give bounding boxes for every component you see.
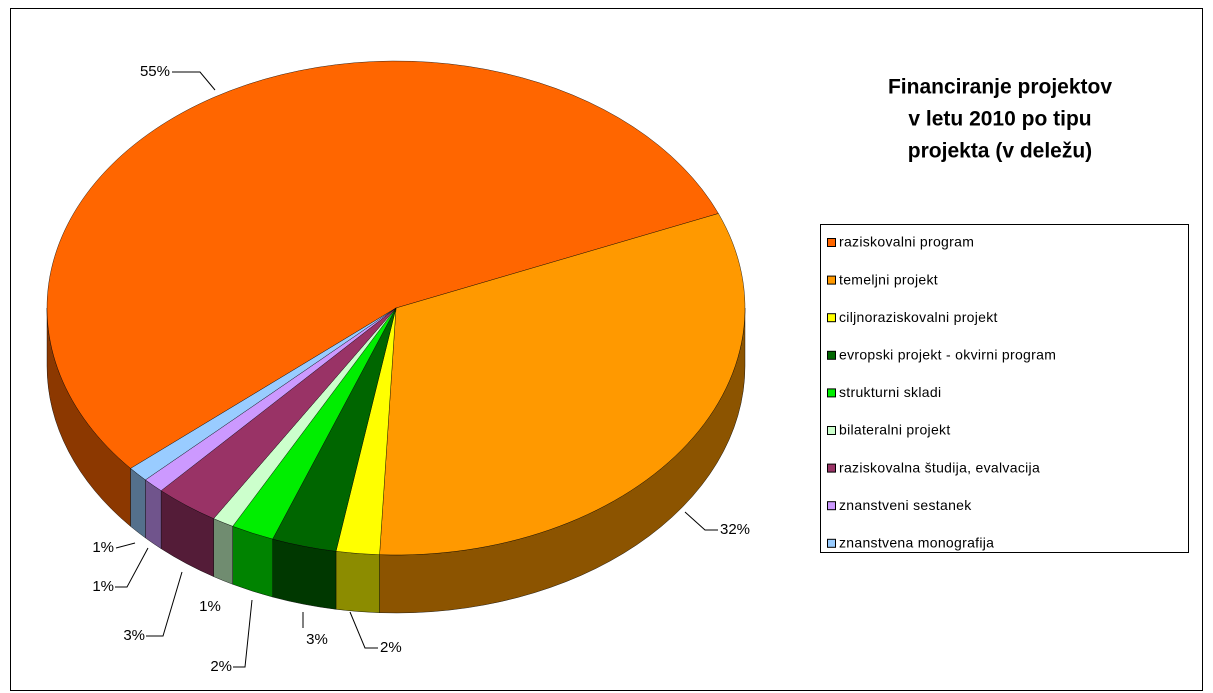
legend-swatch — [827, 388, 836, 398]
legend-swatch — [827, 275, 836, 285]
data-label: 55% — [140, 63, 170, 80]
leader-line — [349, 611, 378, 649]
legend-swatch — [827, 426, 836, 435]
chart-title: v letu 2010 po tipu — [908, 108, 1091, 131]
slice-side — [130, 467, 146, 539]
legend-label: evropski projekt - okvirni program — [839, 347, 1056, 363]
legend-label: znanstveni sestanek — [839, 497, 972, 513]
data-label: 1% — [92, 539, 114, 556]
pie-slice — [46, 60, 719, 469]
chart-title: Financiranje projektov — [888, 76, 1112, 99]
leader-line — [684, 511, 718, 531]
pie-slice — [130, 307, 397, 481]
legend-label: strukturni skladi — [839, 384, 941, 400]
legend-label: temeljni projekt — [839, 271, 938, 287]
leader-line — [115, 547, 149, 588]
legend-swatch — [827, 538, 836, 548]
data-label: 2% — [210, 658, 232, 675]
chart-title: projekta (v deležu) — [908, 140, 1092, 163]
pie-slice — [379, 213, 746, 556]
legend-label: bilateralni projekt — [839, 422, 951, 438]
leader-line — [146, 571, 183, 637]
legend-swatch — [827, 501, 836, 511]
leader-line — [172, 71, 216, 91]
slice-side — [213, 518, 233, 585]
data-label: 1% — [199, 598, 221, 615]
data-label: 3% — [306, 631, 328, 648]
data-label: 32% — [720, 521, 750, 538]
data-label: 3% — [123, 627, 145, 644]
legend-label: raziskovalna študija, evalvacija — [839, 459, 1040, 475]
legend-box — [820, 224, 1189, 553]
leader-line — [233, 599, 253, 668]
legend-swatch — [827, 350, 836, 360]
legend-label: ciljnoraziskovalni projekt — [839, 309, 998, 325]
legend-swatch — [827, 313, 836, 323]
leader-line — [115, 542, 136, 549]
data-label: 2% — [380, 639, 402, 656]
legend-label: znanstvena monografija — [839, 535, 994, 551]
slice-side — [335, 551, 380, 613]
data-label: 1% — [92, 578, 114, 595]
legend-label: raziskovalni program — [839, 234, 974, 250]
slice-side — [145, 479, 162, 550]
legend-swatch — [827, 463, 836, 473]
legend-swatch — [827, 238, 836, 247]
